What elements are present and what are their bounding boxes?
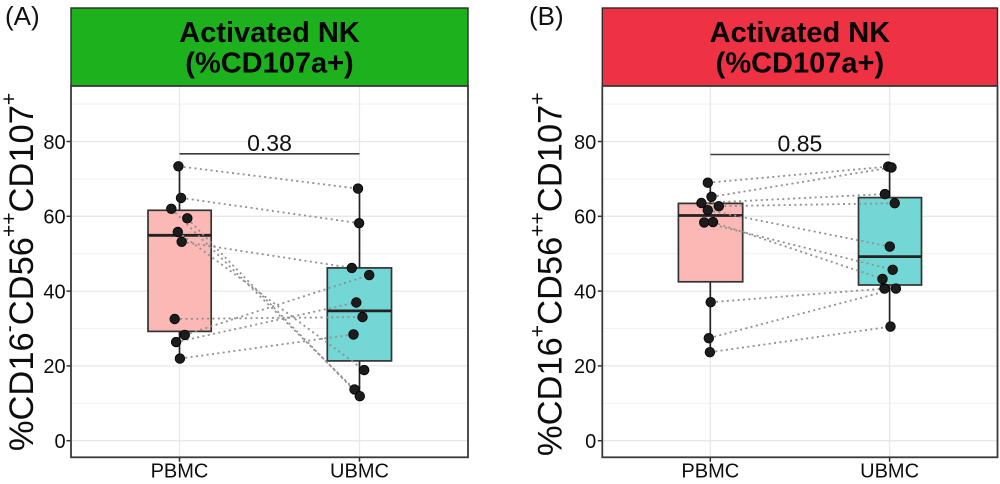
svg-text:(B): (B) xyxy=(529,1,564,31)
svg-text:40: 40 xyxy=(43,281,65,303)
svg-text:60: 60 xyxy=(574,207,596,229)
svg-text:80: 80 xyxy=(574,132,596,154)
svg-text:0.38: 0.38 xyxy=(247,130,292,156)
svg-text:20: 20 xyxy=(574,356,596,378)
svg-text:%CD16+CD56++CD107+: %CD16+CD56++CD107+ xyxy=(527,93,570,457)
svg-text:20: 20 xyxy=(43,356,65,378)
svg-text:PBMC: PBMC xyxy=(151,461,209,483)
svg-text:(%CD107a+): (%CD107a+) xyxy=(185,48,353,80)
svg-text:80: 80 xyxy=(43,132,65,154)
svg-text:UBMC: UBMC xyxy=(860,461,919,483)
svg-text:(A): (A) xyxy=(5,1,40,31)
svg-text:PBMC: PBMC xyxy=(681,461,739,483)
svg-text:40: 40 xyxy=(574,281,596,303)
svg-text:0.85: 0.85 xyxy=(778,131,823,157)
svg-text:0: 0 xyxy=(585,431,596,453)
svg-text:60: 60 xyxy=(43,207,65,229)
svg-text:%CD16-CD56++CD107+: %CD16-CD56++CD107+ xyxy=(0,93,41,451)
svg-text:UBMC: UBMC xyxy=(330,461,389,483)
svg-text:0: 0 xyxy=(54,431,65,453)
svg-text:(%CD107a+): (%CD107a+) xyxy=(716,48,884,80)
svg-text:Activated NK: Activated NK xyxy=(710,17,891,49)
svg-text:Activated NK: Activated NK xyxy=(179,17,360,49)
